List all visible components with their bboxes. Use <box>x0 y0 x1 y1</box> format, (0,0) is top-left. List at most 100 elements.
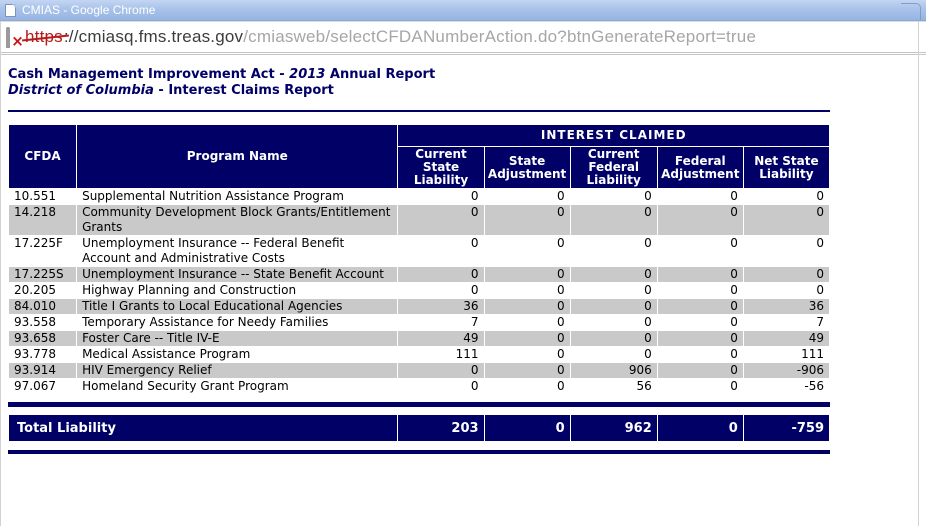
table-row: 17.225S Unemployment Insurance -- State … <box>9 267 829 282</box>
table-row: 93.658 Foster Care -- Title IV-E 49 0 0 … <box>9 331 829 346</box>
value-cell: 0 <box>570 283 657 298</box>
table-bottom-rule <box>8 402 830 407</box>
program-cell: Homeland Security Grant Program <box>77 379 398 394</box>
program-cell: HIV Emergency Relief <box>77 363 398 378</box>
addressbar-divider <box>0 53 926 55</box>
report-title: Cash Management Improvement Act - 2013 A… <box>8 67 926 99</box>
cfda-cell: 84.010 <box>9 299 77 314</box>
value-cell: 0 <box>657 205 743 235</box>
value-cell: 0 <box>657 331 743 346</box>
program-cell: Unemployment Insurance -- State Benefit … <box>77 267 398 282</box>
url-path[interactable]: /cmiasweb/selectCFDANumberAction.do?btnG… <box>243 27 757 46</box>
window-title: CMIAS - Google Chrome <box>22 3 156 17</box>
window-border-right <box>918 21 919 526</box>
value-cell: -906 <box>743 363 829 378</box>
window-titlebar[interactable]: CMIAS - Google Chrome <box>0 0 926 21</box>
value-cell: 0 <box>398 363 484 378</box>
window-frame-corner <box>901 3 921 20</box>
table-row: 20.205 Highway Planning and Construction… <box>9 283 829 298</box>
report-bottom-rule <box>8 450 830 454</box>
cfda-cell: 93.558 <box>9 315 77 330</box>
table-row: 93.778 Medical Assistance Program 111 0 … <box>9 347 829 362</box>
value-cell: 0 <box>484 379 570 394</box>
cfda-cell: 14.218 <box>9 205 77 235</box>
value-cell: 49 <box>743 331 829 346</box>
header-state-adjustment: State Adjustment <box>484 147 570 188</box>
value-cell: 0 <box>570 331 657 346</box>
value-cell: 0 <box>570 315 657 330</box>
table-row: 84.010 Title I Grants to Local Education… <box>9 299 829 314</box>
window-border-left <box>0 21 1 526</box>
value-cell: 0 <box>484 331 570 346</box>
cfda-cell: 17.225S <box>9 267 77 282</box>
interest-claims-table: CFDA Program Name INTEREST CLAIMED Curre… <box>8 124 830 395</box>
value-cell: 0 <box>570 189 657 204</box>
value-cell: 0 <box>570 347 657 362</box>
url-scheme[interactable]: https <box>25 27 63 46</box>
value-cell: 0 <box>484 347 570 362</box>
address-bar[interactable]: × https://cmiasq.fms.treas.gov/cmiasweb/… <box>0 21 926 53</box>
value-cell: 0 <box>398 205 484 235</box>
value-cell: 0 <box>657 379 743 394</box>
total-value-cell: -759 <box>743 415 829 441</box>
report-table-body: 10.551 Supplemental Nutrition Assistance… <box>9 189 829 394</box>
report-title-line2: District of Columbia - Interest Claims R… <box>8 83 334 98</box>
url-host[interactable]: ://cmiasq.fms.treas.gov <box>63 27 244 46</box>
header-program-name: Program Name <box>77 125 398 188</box>
total-value-cell: 0 <box>484 415 570 441</box>
value-cell: 0 <box>398 379 484 394</box>
value-cell: 0 <box>570 236 657 266</box>
value-cell: 0 <box>743 267 829 282</box>
value-cell: 0 <box>657 315 743 330</box>
cfda-cell: 97.067 <box>9 379 77 394</box>
value-cell: 906 <box>570 363 657 378</box>
value-cell: 0 <box>484 315 570 330</box>
value-cell: 7 <box>743 315 829 330</box>
cfda-cell: 17.225F <box>9 236 77 266</box>
cfda-cell: 93.914 <box>9 363 77 378</box>
table-row: 10.551 Supplemental Nutrition Assistance… <box>9 189 829 204</box>
value-cell: 0 <box>398 236 484 266</box>
value-cell: 111 <box>398 347 484 362</box>
value-cell: 0 <box>484 363 570 378</box>
value-cell: 0 <box>743 189 829 204</box>
value-cell: 36 <box>743 299 829 314</box>
ssl-error-lock-icon[interactable]: × <box>4 26 24 48</box>
ssl-error-x-icon: × <box>11 31 24 50</box>
value-cell: 0 <box>570 205 657 235</box>
table-row: 97.067 Homeland Security Grant Program 0… <box>9 379 829 394</box>
value-cell: 0 <box>657 347 743 362</box>
table-row: 14.218 Community Development Block Grant… <box>9 205 829 235</box>
program-cell: Highway Planning and Construction <box>77 283 398 298</box>
value-cell: 56 <box>570 379 657 394</box>
value-cell: 0 <box>570 267 657 282</box>
total-value-cell: 0 <box>657 415 743 441</box>
header-federal-adjustment: Federal Adjustment <box>657 147 743 188</box>
value-cell: 0 <box>484 299 570 314</box>
value-cell: 0 <box>743 283 829 298</box>
value-cell: 0 <box>570 299 657 314</box>
program-cell: Title I Grants to Local Educational Agen… <box>77 299 398 314</box>
value-cell: 36 <box>398 299 484 314</box>
cfda-cell: 20.205 <box>9 283 77 298</box>
header-net-state-liability: Net State Liability <box>743 147 829 188</box>
program-cell: Medical Assistance Program <box>77 347 398 362</box>
value-cell: 0 <box>398 283 484 298</box>
value-cell: 0 <box>743 205 829 235</box>
value-cell: 0 <box>484 189 570 204</box>
report-page: Cash Management Improvement Act - 2013 A… <box>0 67 926 454</box>
value-cell: 7 <box>398 315 484 330</box>
value-cell: 0 <box>398 189 484 204</box>
header-cfda: CFDA <box>9 125 77 188</box>
total-liability-row: Total Liability 203 0 962 0 -759 <box>8 414 830 442</box>
value-cell: 111 <box>743 347 829 362</box>
value-cell: 0 <box>484 267 570 282</box>
page-icon <box>5 3 16 17</box>
table-row: 93.558 Temporary Assistance for Needy Fa… <box>9 315 829 330</box>
program-cell: Unemployment Insurance -- Federal Benefi… <box>77 236 398 266</box>
table-row: 93.914 HIV Emergency Relief 0 0 906 0 -9… <box>9 363 829 378</box>
program-cell: Supplemental Nutrition Assistance Progra… <box>77 189 398 204</box>
total-label: Total Liability <box>9 415 398 441</box>
program-cell: Community Development Block Grants/Entit… <box>77 205 398 235</box>
value-cell: 0 <box>484 236 570 266</box>
